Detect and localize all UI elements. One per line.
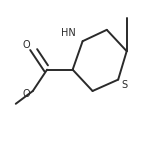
Text: O: O	[23, 89, 30, 99]
Text: HN: HN	[61, 28, 76, 38]
Text: O: O	[23, 40, 30, 50]
Text: S: S	[122, 80, 128, 90]
